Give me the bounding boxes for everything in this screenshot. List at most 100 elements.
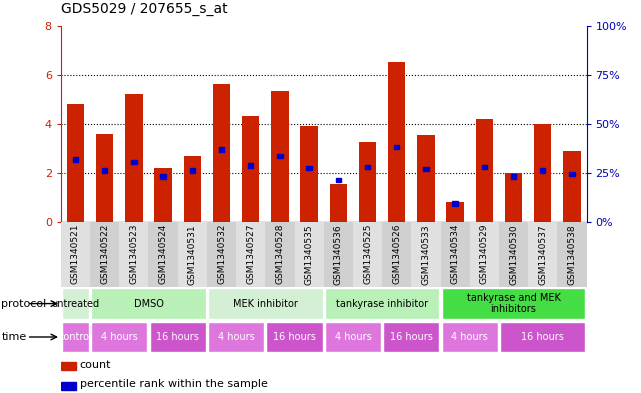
Text: 16 hours: 16 hours [156, 332, 199, 342]
Bar [149, 321, 206, 353]
Text: GSM1340525: GSM1340525 [363, 224, 372, 285]
Text: control: control [58, 332, 92, 342]
Bar [329, 184, 347, 222]
Bar [325, 321, 381, 353]
Text: GSM1340529: GSM1340529 [480, 224, 489, 285]
Bar [213, 84, 230, 222]
Text: 4 hours: 4 hours [218, 332, 254, 342]
Bar [160, 174, 166, 179]
Text: 4 hours: 4 hours [101, 332, 138, 342]
Bar [336, 178, 341, 182]
Bar [183, 156, 201, 222]
Text: MEK inhibitor: MEK inhibitor [233, 299, 297, 309]
Bar [324, 222, 353, 287]
Bar [534, 124, 551, 222]
Bar [365, 165, 370, 169]
Bar [383, 321, 439, 353]
Bar [119, 222, 149, 287]
Text: GSM1340538: GSM1340538 [567, 224, 576, 285]
Bar [125, 94, 143, 222]
Bar [61, 382, 76, 390]
Bar [359, 142, 376, 222]
Bar [423, 167, 429, 171]
Bar [563, 151, 581, 222]
Bar [96, 134, 113, 222]
Text: untreated: untreated [51, 299, 99, 309]
Bar [353, 222, 382, 287]
Text: 4 hours: 4 hours [451, 332, 488, 342]
Text: GSM1340532: GSM1340532 [217, 224, 226, 285]
Text: GDS5029 / 207655_s_at: GDS5029 / 207655_s_at [61, 2, 228, 16]
Text: GSM1340522: GSM1340522 [100, 224, 109, 285]
Bar [219, 147, 224, 152]
Bar [476, 119, 493, 222]
Bar [394, 145, 399, 149]
Bar [90, 222, 119, 287]
Text: GSM1340528: GSM1340528 [276, 224, 285, 285]
Bar [294, 222, 324, 287]
Bar [569, 172, 574, 176]
Bar [481, 165, 487, 169]
Bar [417, 135, 435, 222]
Text: GSM1340534: GSM1340534 [451, 224, 460, 285]
Bar [149, 222, 178, 287]
Text: GSM1340530: GSM1340530 [509, 224, 518, 285]
Bar [67, 104, 84, 222]
Bar [301, 126, 318, 222]
Bar [73, 157, 78, 162]
Text: GSM1340521: GSM1340521 [71, 224, 80, 285]
Bar [208, 321, 264, 353]
Bar [62, 321, 89, 353]
Text: GSM1340537: GSM1340537 [538, 224, 547, 285]
Text: GSM1340523: GSM1340523 [129, 224, 138, 285]
Bar [500, 321, 585, 353]
Bar [236, 222, 265, 287]
Bar [278, 154, 283, 158]
Bar [62, 288, 89, 319]
Bar [242, 116, 260, 222]
Bar [440, 222, 470, 287]
Bar [528, 222, 557, 287]
Bar [265, 222, 294, 287]
Bar [267, 321, 322, 353]
Bar [61, 362, 76, 370]
Text: GSM1340535: GSM1340535 [304, 224, 313, 285]
Bar [540, 168, 545, 173]
Text: tankyrase and MEK
inhibitors: tankyrase and MEK inhibitors [467, 293, 560, 314]
Bar [382, 222, 412, 287]
Bar [178, 222, 207, 287]
Bar [446, 202, 464, 222]
Bar [442, 321, 498, 353]
Text: 16 hours: 16 hours [390, 332, 433, 342]
Bar [499, 222, 528, 287]
Text: GSM1340527: GSM1340527 [246, 224, 255, 285]
Text: DMSO: DMSO [133, 299, 163, 309]
Text: 16 hours: 16 hours [521, 332, 564, 342]
Bar [91, 288, 206, 319]
Text: GSM1340526: GSM1340526 [392, 224, 401, 285]
Text: protocol: protocol [1, 299, 47, 309]
Bar [271, 91, 288, 222]
Text: GSM1340536: GSM1340536 [334, 224, 343, 285]
Bar [61, 222, 90, 287]
Text: count: count [80, 360, 112, 370]
Text: GSM1340533: GSM1340533 [421, 224, 430, 285]
Bar [91, 321, 147, 353]
Bar [131, 160, 137, 164]
Bar [453, 201, 458, 206]
Text: percentile rank within the sample: percentile rank within the sample [80, 379, 268, 389]
Bar [470, 222, 499, 287]
Bar [102, 168, 107, 173]
Text: 4 hours: 4 hours [335, 332, 371, 342]
Bar [442, 288, 585, 319]
Bar [504, 173, 522, 222]
Bar [557, 222, 587, 287]
Bar [208, 288, 322, 319]
Bar [388, 62, 406, 222]
Bar [511, 174, 516, 179]
Bar [190, 168, 195, 173]
Text: time: time [1, 332, 26, 342]
Bar [306, 166, 312, 170]
Text: 16 hours: 16 hours [273, 332, 316, 342]
Bar [248, 163, 253, 168]
